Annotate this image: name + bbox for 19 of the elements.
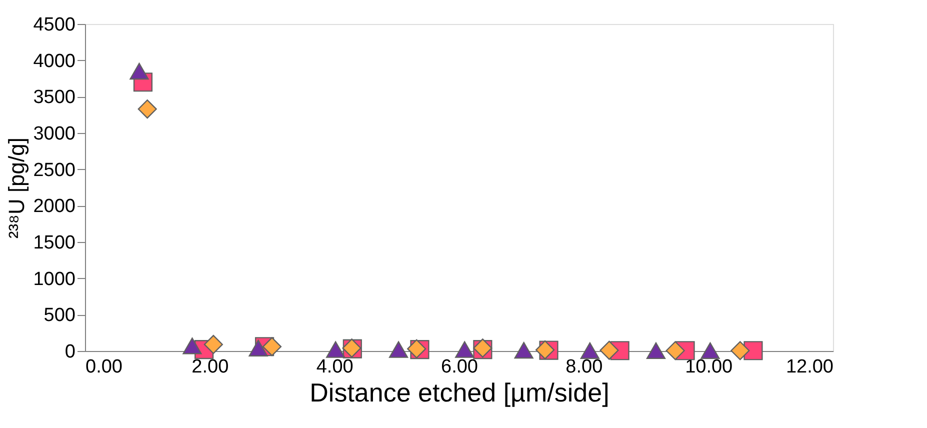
y-tick-label: 4000 — [33, 50, 76, 72]
x-axis-title: Distance etched [µm/side] — [310, 378, 610, 408]
y-tick-label: 3000 — [33, 124, 76, 144]
x-tick-label: 2.00 — [192, 356, 229, 378]
y-tick-label: 500 — [44, 305, 76, 326]
x-tick-label: 6.00 — [441, 356, 478, 378]
x-tick-label: 4.00 — [316, 356, 354, 378]
y-tick-label: 2500 — [33, 160, 76, 181]
y-tick-label: 3500 — [33, 87, 76, 108]
y-tick-label: 0 — [64, 342, 76, 362]
y-axis-title: ²³⁸U [pg/g] — [4, 138, 30, 238]
y-tick-label: 1500 — [33, 232, 76, 254]
y-tick-label: 1000 — [33, 268, 76, 290]
y-tick-label: 2000 — [33, 196, 76, 218]
x-tick-label: 0.00 — [86, 356, 122, 378]
y-tick-label: 4500 — [33, 14, 76, 36]
x-tick-label: 12.00 — [786, 356, 834, 378]
x-tick-label: 8.00 — [566, 356, 603, 378]
x-tick-label: 10.00 — [685, 356, 733, 378]
